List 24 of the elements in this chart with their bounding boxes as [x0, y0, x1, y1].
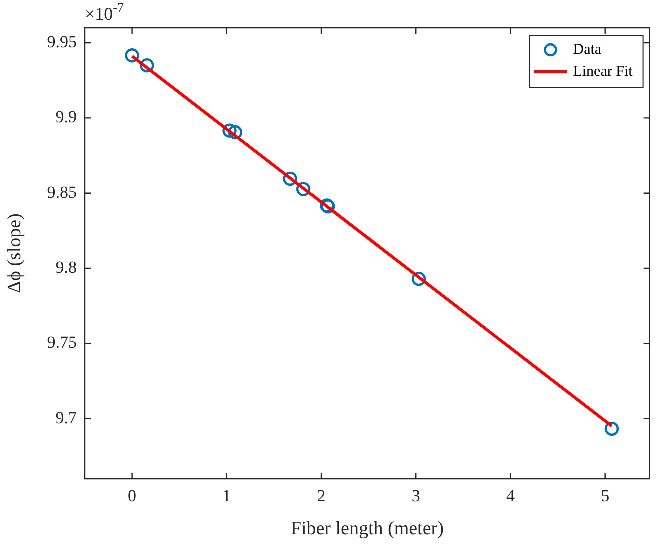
- point: [604, 422, 620, 436]
- y-tick-label: 9.8: [56, 258, 77, 277]
- x-tick-label: 4: [506, 486, 516, 506]
- y-tick-label: 9.75: [47, 333, 77, 352]
- x-tick-label: 0: [128, 486, 137, 506]
- y-axis-title: Δϕ (slope): [4, 214, 26, 294]
- point: [296, 182, 311, 196]
- point: [125, 48, 140, 63]
- x-tick-label: 5: [601, 486, 610, 506]
- point: [228, 125, 243, 140]
- point: [140, 58, 154, 73]
- legend-label: Linear Fit: [573, 64, 634, 80]
- x-tick-label: 3: [412, 486, 420, 506]
- y-tick-label: 9.7: [56, 408, 78, 428]
- x-tick-label: 1: [222, 486, 232, 506]
- x-axis-title: Fiber length (meter): [290, 518, 444, 540]
- y-tick-label: 9.9: [56, 108, 77, 127]
- y-tick-label: 9.95: [47, 32, 77, 52]
- point: [412, 272, 426, 286]
- point: [283, 172, 298, 186]
- legend-label: Data: [573, 42, 602, 58]
- point: [222, 124, 237, 138]
- x-tick-label: 2: [317, 486, 326, 506]
- y-tick-label: 9.85: [47, 182, 77, 202]
